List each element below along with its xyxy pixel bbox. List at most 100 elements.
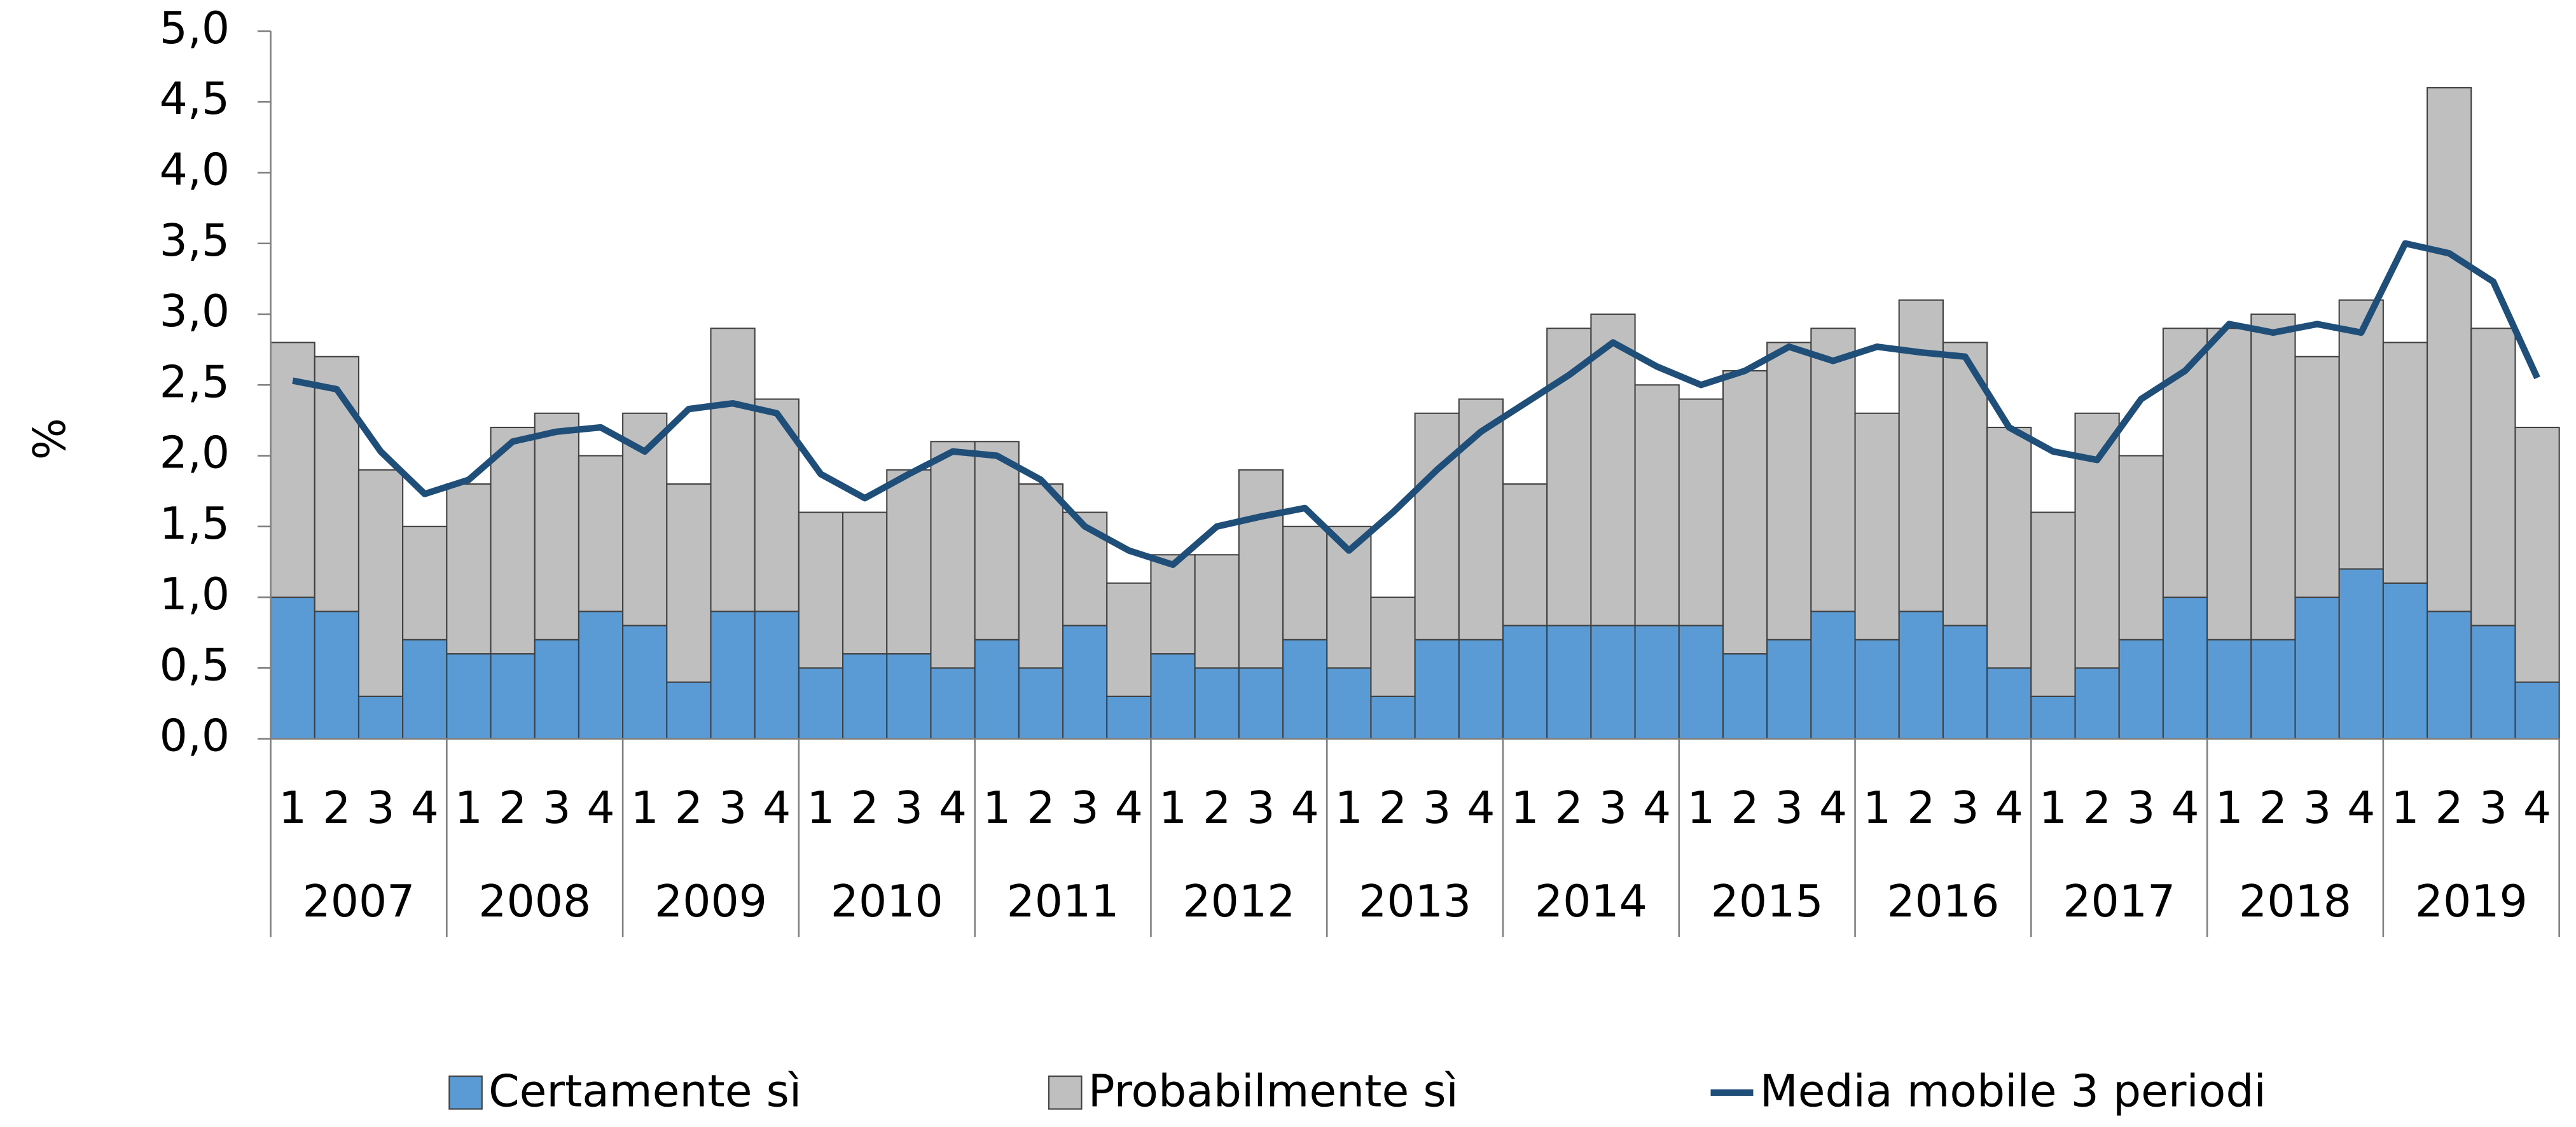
bar — [1106, 582, 1152, 697]
bar — [534, 412, 579, 640]
x-tick-label: 1 — [2391, 782, 2419, 834]
bar — [2294, 356, 2340, 598]
bar — [1854, 639, 1900, 740]
bar — [2074, 412, 2120, 669]
x-tick-label: 1 — [983, 782, 1011, 834]
bar — [1194, 667, 1240, 740]
year-label: 2008 — [478, 876, 591, 927]
x-tick-label: 3 — [543, 782, 571, 834]
x-tick-label: 3 — [1599, 782, 1627, 834]
bar — [1546, 625, 1592, 740]
bar — [2206, 328, 2252, 640]
bar — [2294, 597, 2340, 740]
legend-label: Media mobile 3 periodi — [1760, 1066, 2266, 1117]
x-tick-label: 4 — [1115, 782, 1143, 834]
x-tick-label: 3 — [2303, 782, 2331, 834]
year-label: 2016 — [1887, 876, 1999, 927]
x-tick-label: 1 — [2215, 782, 2243, 834]
x-tick-label: 1 — [807, 782, 834, 834]
bar — [2382, 582, 2428, 740]
bar — [2118, 639, 2164, 740]
x-tick-label: 2 — [1027, 782, 1055, 834]
bar — [1810, 611, 1856, 740]
bar — [357, 469, 404, 697]
bar — [1590, 313, 1636, 626]
bar — [1106, 695, 1152, 740]
bar — [622, 625, 668, 740]
x-tick-label: 4 — [1643, 782, 1671, 834]
bar — [1722, 370, 1768, 655]
line-series — [292, 240, 2540, 569]
bar — [1986, 426, 2032, 669]
bar — [2382, 342, 2428, 584]
bar — [1282, 639, 1328, 740]
bar — [402, 639, 448, 740]
bar — [1766, 342, 1812, 640]
bar — [578, 455, 624, 612]
bar — [2338, 568, 2384, 740]
bar — [886, 469, 932, 655]
x-tick-label: 1 — [1159, 782, 1187, 834]
x-tick-label: 3 — [366, 782, 394, 834]
bar — [2030, 511, 2076, 697]
bar — [1678, 398, 1724, 626]
bar — [2162, 597, 2208, 740]
x-tick-label: 2 — [675, 782, 703, 834]
y-tick-label: 4,0 — [160, 144, 230, 196]
bar — [1238, 667, 1284, 740]
x-tick-label: 3 — [895, 782, 923, 834]
x-tick-label: 4 — [763, 782, 791, 834]
x-tick-label: 1 — [1335, 782, 1363, 834]
year-label: 2015 — [1711, 876, 1824, 927]
bar — [2206, 639, 2252, 740]
bar — [886, 653, 932, 740]
bar — [1634, 625, 1680, 740]
bar — [314, 356, 359, 612]
bar — [1898, 611, 1944, 740]
year-label: 2012 — [1182, 876, 1295, 927]
bar — [1722, 653, 1768, 740]
bar — [666, 681, 712, 740]
year-label: 2009 — [654, 876, 767, 927]
x-tick-label: 3 — [2479, 782, 2507, 834]
bar — [1678, 625, 1724, 740]
x-tick-label: 4 — [939, 782, 967, 834]
bar — [2074, 667, 2120, 740]
y-tick-label: 2,0 — [160, 427, 230, 479]
bar — [1810, 328, 1856, 612]
bar — [798, 511, 844, 669]
x-tick-label: 4 — [2523, 782, 2551, 834]
x-tick-label: 4 — [1291, 782, 1319, 834]
x-tick-label: 4 — [1467, 782, 1495, 834]
x-tick-label: 2 — [1731, 782, 1759, 834]
bar — [2030, 695, 2076, 740]
year-label: 2019 — [2415, 876, 2528, 927]
legend-label: Certamente sì — [488, 1066, 801, 1117]
bar — [2514, 426, 2560, 683]
bar — [446, 653, 492, 740]
x-tick-label: 1 — [631, 782, 659, 834]
bar — [1282, 525, 1328, 640]
year-label: 2017 — [2063, 876, 2175, 927]
x-tick-label: 4 — [1995, 782, 2023, 834]
x-tick-label: 1 — [1511, 782, 1539, 834]
x-tick-label: 4 — [2171, 782, 2199, 834]
x-tick-label: 2 — [1379, 782, 1407, 834]
x-tick-label: 1 — [2039, 782, 2067, 834]
x-tick-label: 3 — [1775, 782, 1803, 834]
x-tick-label: 4 — [586, 782, 614, 834]
x-tick-label: 4 — [1819, 782, 1847, 834]
bar — [710, 611, 756, 740]
bar — [1018, 483, 1064, 669]
bar — [270, 597, 315, 740]
year-label: 2011 — [1007, 876, 1119, 927]
y-tick-label: 0,0 — [160, 710, 230, 762]
x-tick-label: 3 — [2127, 782, 2155, 834]
y-tick-label: 4,5 — [160, 73, 230, 125]
x-tick-label: 1 — [455, 782, 483, 834]
y-tick-label: 3,5 — [160, 215, 230, 266]
bar — [1854, 412, 1900, 640]
bar — [1414, 639, 1460, 740]
bar — [930, 441, 976, 669]
